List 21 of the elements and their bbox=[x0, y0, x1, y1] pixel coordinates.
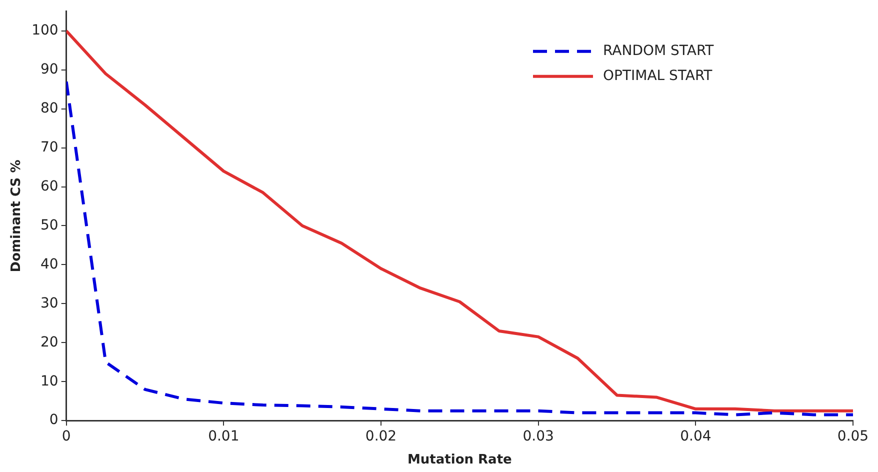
y-tick-label: 30 bbox=[40, 295, 58, 312]
y-tick-label: 100 bbox=[32, 22, 58, 39]
y-tick-label: 90 bbox=[40, 62, 58, 78]
legend-label: RANDOM START bbox=[603, 43, 714, 60]
x-tick-label: 0.01 bbox=[208, 428, 240, 445]
y-tick-label: 0 bbox=[49, 412, 58, 428]
x-tick-label: 0.03 bbox=[522, 428, 554, 445]
x-tick-label: 0 bbox=[62, 428, 71, 445]
y-tick-label: 50 bbox=[40, 217, 58, 234]
x-tick-label: 0.04 bbox=[680, 428, 712, 445]
y-axis-title: Dominant CS % bbox=[9, 160, 24, 272]
y-tick-label: 10 bbox=[40, 373, 58, 390]
legend-label: OPTIMAL START bbox=[603, 68, 713, 84]
y-tick-label: 40 bbox=[40, 256, 58, 272]
y-tick-label: 70 bbox=[40, 139, 58, 156]
y-tick-label: 60 bbox=[40, 178, 58, 194]
y-tick-label: 80 bbox=[40, 100, 58, 116]
x-axis-title: Mutation Rate bbox=[407, 452, 512, 468]
x-tick-label: 0.05 bbox=[837, 428, 869, 445]
y-tick-label: 20 bbox=[40, 334, 58, 350]
x-tick-label: 0.02 bbox=[365, 428, 397, 445]
